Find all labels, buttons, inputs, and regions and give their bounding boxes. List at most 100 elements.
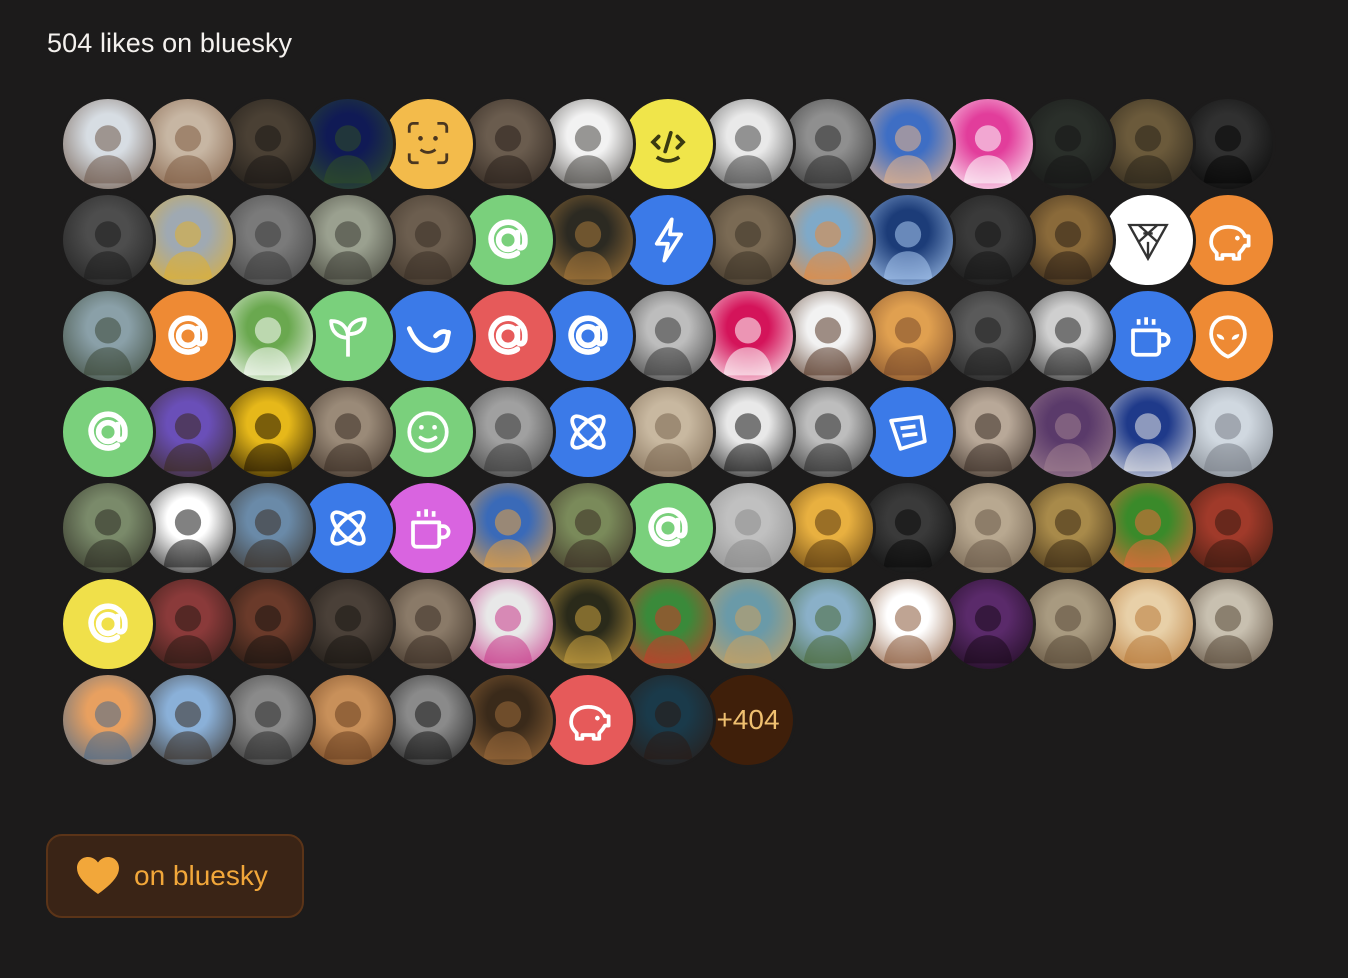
avatar-silhouette	[83, 221, 133, 280]
user-avatar[interactable]	[1180, 576, 1276, 672]
atom-avatar[interactable]	[300, 480, 396, 576]
heart-icon	[77, 857, 119, 894]
user-avatar[interactable]	[540, 192, 636, 288]
user-avatar[interactable]	[300, 576, 396, 672]
user-avatar[interactable]	[780, 192, 876, 288]
at-sign-avatar[interactable]	[540, 288, 636, 384]
avatar-silhouette	[803, 413, 853, 472]
avatar-silhouette	[883, 317, 933, 376]
sprout-avatar[interactable]	[300, 288, 396, 384]
user-avatar[interactable]	[1100, 480, 1196, 576]
avatar-silhouette	[83, 317, 133, 376]
user-avatar[interactable]	[940, 576, 1036, 672]
user-avatar[interactable]	[1100, 576, 1196, 672]
user-avatar[interactable]	[460, 384, 556, 480]
user-avatar[interactable]	[60, 288, 156, 384]
user-avatar[interactable]	[1020, 96, 1116, 192]
user-avatar[interactable]	[140, 384, 236, 480]
avatar-silhouette	[1123, 605, 1173, 664]
user-avatar[interactable]	[60, 192, 156, 288]
avatar-silhouette	[883, 509, 933, 568]
user-avatar[interactable]	[540, 96, 636, 192]
avatar-silhouette	[243, 125, 293, 184]
user-avatar[interactable]	[780, 384, 876, 480]
avatar-silhouette	[1043, 509, 1093, 568]
avatar-silhouette	[163, 413, 213, 472]
avatar-silhouette	[723, 413, 773, 472]
avatar-silhouette	[483, 125, 533, 184]
like-button-label: on bluesky	[134, 860, 268, 891]
user-avatar[interactable]	[60, 672, 156, 768]
at-sign-avatar[interactable]	[140, 288, 236, 384]
avatar-silhouette	[163, 701, 213, 760]
user-avatar[interactable]	[1180, 96, 1276, 192]
avatar-silhouette	[963, 413, 1013, 472]
user-avatar[interactable]	[1180, 384, 1276, 480]
at-sign-icon	[168, 315, 208, 355]
user-avatar[interactable]	[220, 480, 316, 576]
piggy-bank-avatar[interactable]	[540, 672, 636, 768]
user-avatar[interactable]	[540, 576, 636, 672]
user-avatar[interactable]	[300, 96, 396, 192]
user-avatar[interactable]	[780, 96, 876, 192]
user-avatar[interactable]	[540, 480, 636, 576]
avatar-silhouette	[963, 605, 1013, 664]
user-avatar[interactable]	[860, 576, 956, 672]
triangle-logo-icon	[1127, 223, 1169, 262]
alien-icon	[1209, 315, 1247, 359]
coffee-mug-avatar[interactable]	[380, 480, 476, 576]
user-avatar[interactable]	[940, 192, 1036, 288]
avatar-silhouette	[323, 413, 373, 472]
user-avatar[interactable]	[60, 480, 156, 576]
avatar-silhouette	[83, 125, 133, 184]
user-avatar[interactable]	[460, 672, 556, 768]
avatar-silhouette	[1043, 125, 1093, 184]
lightning-avatar[interactable]	[620, 192, 716, 288]
user-avatar[interactable]	[1100, 96, 1196, 192]
user-avatar[interactable]	[460, 576, 556, 672]
user-avatar[interactable]	[940, 288, 1036, 384]
user-avatar[interactable]	[140, 576, 236, 672]
at-sign-avatar[interactable]	[460, 192, 556, 288]
user-avatar[interactable]	[1020, 192, 1116, 288]
user-avatar[interactable]	[1020, 576, 1116, 672]
at-sign-avatar[interactable]	[60, 576, 156, 672]
user-avatar[interactable]	[140, 672, 236, 768]
avatar-silhouette	[803, 125, 853, 184]
user-avatar[interactable]	[700, 288, 796, 384]
user-avatar[interactable]	[300, 672, 396, 768]
user-avatar[interactable]	[780, 288, 876, 384]
ticket-avatar[interactable]	[860, 384, 956, 480]
avatar-silhouette	[643, 317, 693, 376]
user-avatar[interactable]	[300, 384, 396, 480]
at-sign-icon	[88, 411, 128, 451]
triangle-logo-avatar[interactable]	[1100, 192, 1196, 288]
at-sign-icon	[488, 219, 528, 259]
user-avatar[interactable]	[300, 192, 396, 288]
user-avatar[interactable]	[220, 576, 316, 672]
user-avatar[interactable]	[60, 96, 156, 192]
user-avatar[interactable]	[220, 672, 316, 768]
user-avatar[interactable]	[1180, 480, 1276, 576]
avatar-silhouette	[563, 221, 613, 280]
avatar-silhouette	[963, 221, 1013, 280]
user-avatar[interactable]	[860, 288, 956, 384]
avatar-silhouette	[243, 509, 293, 568]
user-avatar[interactable]	[780, 480, 876, 576]
user-avatar[interactable]	[940, 96, 1036, 192]
ticket-icon	[889, 415, 927, 451]
avatar-silhouette	[323, 221, 373, 280]
user-avatar[interactable]	[220, 96, 316, 192]
smiley-face-avatar[interactable]	[380, 384, 476, 480]
user-avatar[interactable]	[700, 480, 796, 576]
avatar-silhouette	[643, 605, 693, 664]
avatar-silhouette	[1043, 413, 1093, 472]
user-avatar[interactable]	[140, 192, 236, 288]
at-sign-avatar[interactable]	[60, 384, 156, 480]
user-avatar[interactable]	[700, 96, 796, 192]
user-avatar[interactable]	[620, 672, 716, 768]
user-avatar[interactable]	[140, 96, 236, 192]
coffee-mug-icon	[1131, 317, 1171, 357]
user-avatar[interactable]	[860, 480, 956, 576]
like-on-bluesky-button[interactable]: on bluesky	[46, 834, 304, 918]
